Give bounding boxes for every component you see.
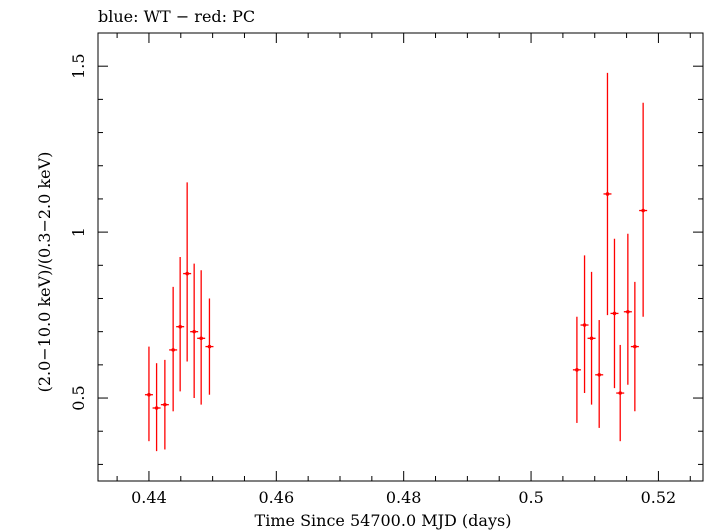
data-point (623, 233, 632, 385)
y-tick-label: 0.5 (69, 385, 88, 410)
point-marker (178, 324, 182, 329)
point-marker (626, 309, 630, 314)
x-tick-label: 0.46 (259, 488, 295, 507)
point-marker (612, 311, 617, 316)
data-point (603, 72, 612, 316)
point-marker (192, 329, 196, 334)
point-marker (575, 368, 579, 372)
data-point (152, 363, 161, 452)
point-marker (147, 392, 151, 397)
data-point (616, 344, 625, 442)
data-point (595, 320, 604, 428)
point-marker (589, 336, 594, 341)
data-point (176, 257, 185, 392)
data-point (197, 270, 206, 405)
data-point (587, 271, 596, 405)
series-pc (144, 72, 648, 452)
y-axis: 0.5 1 1.5 (69, 32, 703, 465)
point-marker (618, 391, 623, 395)
x-axis: 0.44 0.46 0.48 0.5 0.52 (116, 33, 691, 507)
point-marker (605, 192, 610, 196)
data-point (630, 281, 639, 412)
plot-frame (97, 32, 704, 482)
data-point (580, 255, 589, 394)
data-point (160, 359, 169, 450)
point-marker (171, 348, 175, 352)
plot-border (97, 32, 704, 482)
x-tick-label: 0.5 (518, 488, 543, 507)
point-marker (582, 323, 587, 327)
point-marker (199, 336, 203, 341)
y-tick-label: 1 (69, 227, 88, 237)
x-tick-label: 0.48 (386, 488, 422, 507)
data-point (639, 102, 648, 317)
point-marker (597, 373, 601, 377)
point-marker (163, 402, 167, 407)
x-axis-label: Time Since 54700.0 MJD (days) (255, 511, 512, 530)
x-tick-label: 0.52 (641, 488, 677, 507)
data-point (610, 238, 619, 389)
x-tick-label: 0.44 (131, 488, 167, 507)
y-tick-label: 1.5 (69, 53, 88, 78)
chart-title: blue: WT − red: PC (98, 7, 255, 26)
point-marker (154, 406, 159, 410)
data-point (144, 346, 153, 442)
y-axis-label: (2.0−10.0 keV)/(0.3−2.0 keV) (35, 152, 54, 393)
data-point (205, 298, 214, 395)
point-marker (185, 271, 189, 276)
point-marker (207, 344, 212, 349)
data-point (169, 286, 178, 412)
data-point (572, 316, 581, 423)
data-point (190, 263, 199, 399)
point-marker (633, 344, 637, 349)
point-marker (641, 208, 645, 213)
data-point (183, 182, 192, 362)
